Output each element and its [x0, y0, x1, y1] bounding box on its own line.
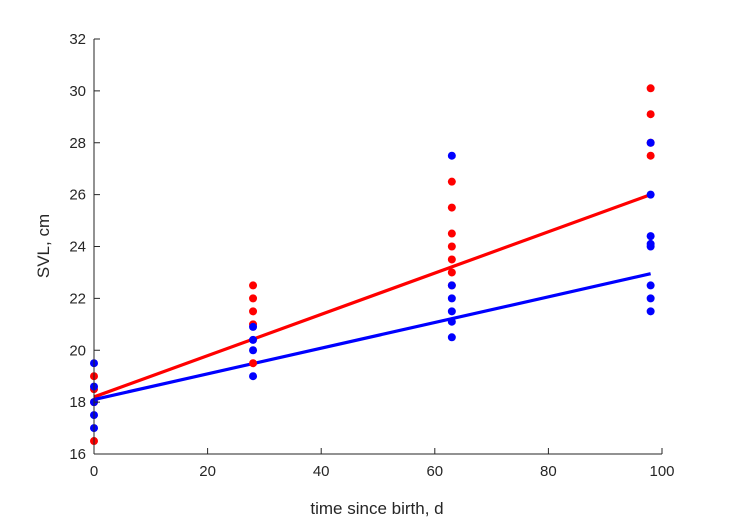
data-point-s1-5: [249, 359, 258, 368]
axes: 0 20 40 60 80 100 16 18 20 22 24 26 28 30 32: [69, 31, 674, 480]
data-point-s2-16: [646, 307, 655, 316]
data-point-s2-21: [646, 232, 655, 241]
data-point-s2-22: [646, 190, 655, 199]
data-point-s1-19: [646, 110, 655, 119]
data-point-s1-14: [447, 229, 456, 238]
y-axis-label: SVL, cm: [34, 214, 53, 278]
data-point-s1-15: [447, 203, 456, 212]
y-tick-label-22: 22: [69, 290, 86, 307]
data-point-s2-12: [447, 307, 456, 316]
data-point-s2-20: [646, 239, 655, 248]
data-point-s2-7: [249, 346, 258, 355]
y-tick-label-18: 18: [69, 394, 86, 411]
data-point-s2-6: [249, 372, 258, 381]
x-tick-label-20: 20: [199, 463, 216, 480]
data-point-s2-13: [447, 294, 456, 303]
y-tick-label-28: 28: [69, 135, 86, 152]
y-tick-label-30: 30: [69, 83, 86, 100]
x-tick-label-80: 80: [540, 463, 557, 480]
data-point-s1-8: [249, 294, 258, 303]
data-point-s2-15: [447, 151, 456, 160]
fit-line-1: [93, 193, 652, 399]
data-point-s2-9: [249, 322, 258, 331]
plot-area: [94, 39, 662, 454]
y-tick-label-20: 20: [69, 342, 86, 359]
data-point-s1-9: [249, 281, 258, 290]
data-point-s1-16: [447, 177, 456, 186]
x-axis-label: time since birth, d: [310, 499, 443, 518]
y-tick-label-26: 26: [69, 187, 86, 204]
data-point-s2-17: [646, 294, 655, 303]
data-point-s2-10: [447, 333, 456, 342]
data-point-s2-8: [249, 335, 258, 344]
data-point-s1-11: [447, 268, 456, 277]
data-point-s1-17: [646, 151, 655, 160]
x-tick-label-0: 0: [90, 463, 98, 480]
x-tick-label-60: 60: [426, 463, 443, 480]
data-point-s2-18: [646, 281, 655, 290]
fit-lines: [93, 193, 652, 402]
y-tick-label-16: 16: [69, 446, 86, 463]
x-tick-label-40: 40: [313, 463, 330, 480]
data-point-s1-20: [646, 84, 655, 93]
data-point-s2-11: [447, 317, 456, 326]
y-tick-label-32: 32: [69, 31, 86, 48]
data-point-s2-14: [447, 281, 456, 290]
fit-line-2: [93, 272, 651, 402]
y-tick-label-24: 24: [69, 239, 86, 256]
plot-background: [94, 39, 662, 454]
data-point-s1-13: [447, 242, 456, 251]
x-tick-label-100: 100: [649, 463, 674, 480]
data-point-s1-7: [249, 307, 258, 316]
data-point-s1-12: [447, 255, 456, 264]
data-point-s2-23: [646, 138, 655, 147]
